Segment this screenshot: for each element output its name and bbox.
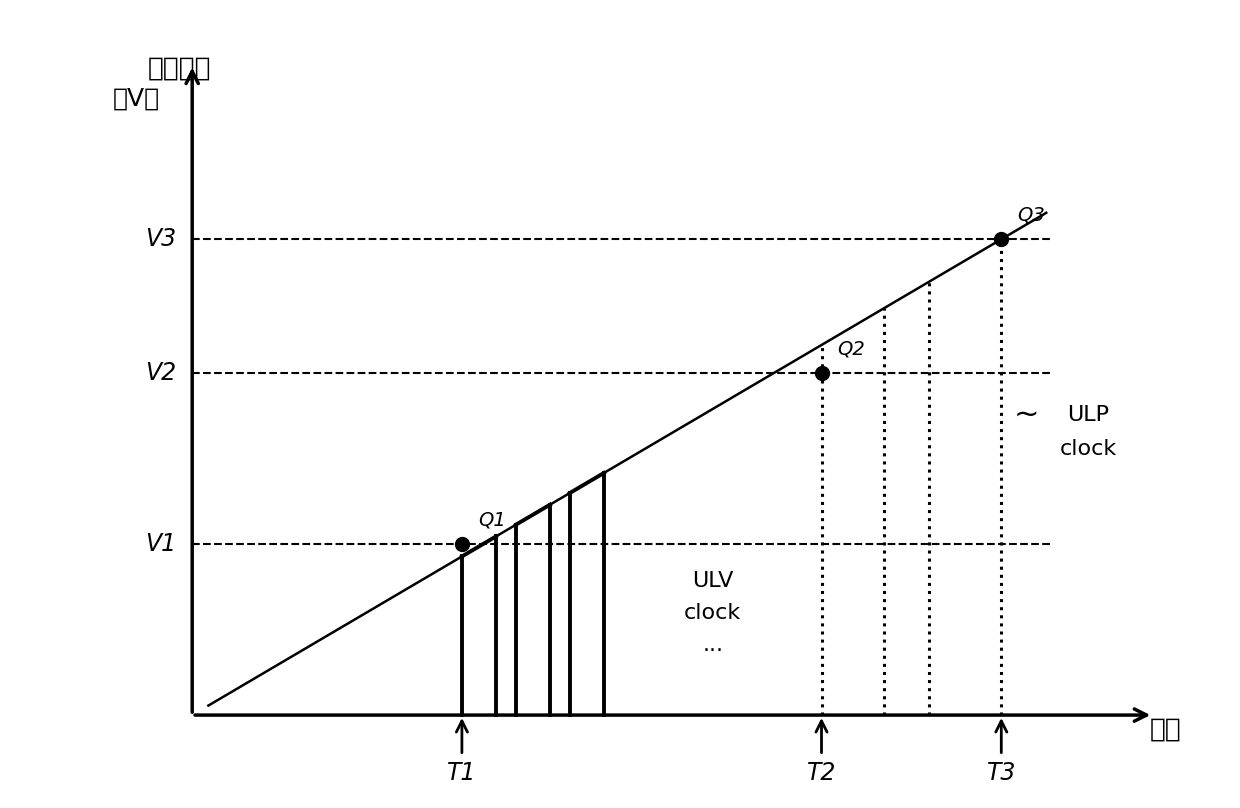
Text: V2: V2 (145, 361, 176, 385)
Text: V1: V1 (145, 532, 176, 556)
Text: T1: T1 (448, 761, 476, 785)
Text: clock: clock (684, 603, 742, 623)
Text: ...: ... (702, 635, 723, 655)
Text: Q2: Q2 (838, 340, 866, 359)
Text: ULV: ULV (692, 570, 733, 591)
Text: T2: T2 (807, 761, 836, 785)
Text: 电源电压: 电源电压 (148, 56, 212, 82)
Text: ULP: ULP (1068, 405, 1110, 425)
Text: Q1: Q1 (479, 511, 506, 530)
Text: （V）: （V） (113, 86, 160, 111)
Text: T3: T3 (987, 761, 1016, 785)
Text: 时间: 时间 (1149, 717, 1182, 743)
Text: clock: clock (1060, 440, 1117, 460)
Text: V3: V3 (145, 227, 176, 251)
Text: Q3: Q3 (1017, 206, 1045, 225)
Text: ~: ~ (1014, 400, 1039, 429)
